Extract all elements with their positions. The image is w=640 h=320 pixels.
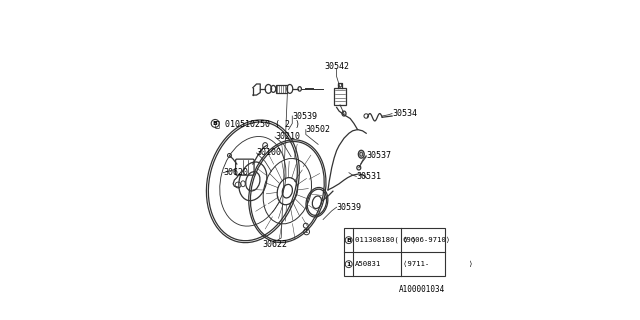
Text: 30542: 30542 xyxy=(324,62,349,71)
Text: 30531: 30531 xyxy=(356,172,381,181)
Text: ⟨9711-         ⟩: ⟨9711- ⟩ xyxy=(403,261,473,267)
Text: 1: 1 xyxy=(305,229,308,234)
Text: 30100: 30100 xyxy=(257,148,282,157)
Text: 30534: 30534 xyxy=(392,109,417,118)
Bar xyxy=(344,228,445,276)
Bar xyxy=(276,85,287,93)
Text: B: B xyxy=(212,121,218,126)
Text: 30537: 30537 xyxy=(366,151,391,160)
Text: 30539: 30539 xyxy=(292,111,317,121)
Text: A50831: A50831 xyxy=(355,261,381,267)
Text: A100001034: A100001034 xyxy=(399,285,445,294)
Text: 30210: 30210 xyxy=(275,132,300,141)
Bar xyxy=(334,88,346,105)
Text: 011308180( 6 ): 011308180( 6 ) xyxy=(355,237,416,244)
Text: ⟨9606-9710⟩: ⟨9606-9710⟩ xyxy=(403,237,451,243)
Text: Ⓑ 010510250 ( 2 ): Ⓑ 010510250 ( 2 ) xyxy=(214,119,300,128)
Text: 30620: 30620 xyxy=(223,168,248,177)
Text: B: B xyxy=(346,238,351,243)
Text: 30502: 30502 xyxy=(306,125,331,134)
Text: 30622: 30622 xyxy=(262,240,287,249)
Ellipse shape xyxy=(358,150,364,158)
Text: 1: 1 xyxy=(346,262,351,267)
Text: 30539: 30539 xyxy=(337,203,362,212)
